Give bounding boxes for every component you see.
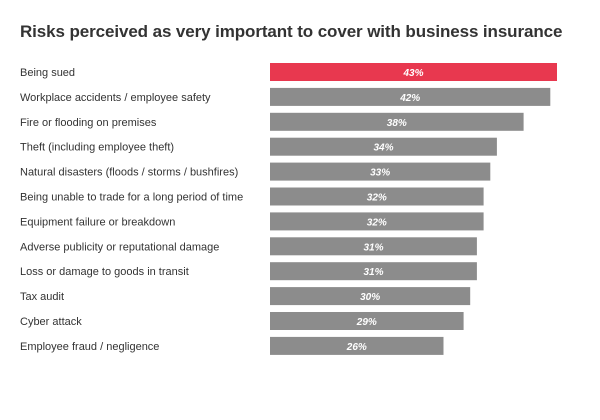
category-label: Loss or damage to goods in transit	[20, 266, 189, 278]
data-label: 31%	[363, 267, 383, 278]
data-label: 43%	[402, 68, 423, 79]
bar	[270, 237, 477, 256]
bar	[270, 162, 491, 181]
bar	[270, 187, 484, 206]
data-label: 29%	[356, 317, 377, 328]
category-label: Being unable to trade for a long period …	[20, 192, 243, 204]
data-label: 31%	[363, 242, 383, 253]
category-label: Adverse publicity or reputational damage	[20, 241, 219, 253]
bar	[270, 63, 557, 81]
category-label: Workplace accidents / employee safety	[20, 92, 211, 104]
category-label: Being sued	[20, 67, 75, 79]
data-label: 42%	[399, 93, 420, 104]
data-label: 34%	[373, 143, 393, 154]
bar	[270, 336, 444, 355]
data-label: 30%	[360, 292, 380, 303]
bar	[270, 287, 471, 306]
category-label: Employee fraud / negligence	[20, 341, 159, 353]
data-label: 38%	[387, 118, 407, 129]
bar	[270, 262, 477, 281]
data-label: 32%	[367, 193, 387, 204]
category-label: Theft (including employee theft)	[20, 142, 174, 154]
category-label: Equipment failure or breakdown	[20, 216, 175, 228]
category-label: Cyber attack	[20, 316, 82, 328]
category-label: Tax audit	[20, 291, 64, 303]
category-label: Fire or flooding on premises	[20, 117, 157, 129]
bar	[270, 112, 524, 131]
data-label: 33%	[370, 168, 390, 179]
bars-layer: Being sued 43% Workplace accidents / emplo…	[20, 63, 557, 355]
bar	[270, 312, 464, 330]
bar	[270, 87, 551, 106]
data-label: 32%	[367, 217, 387, 228]
chart-title: Risks perceived as very important to cov…	[20, 22, 563, 41]
bar	[270, 137, 497, 156]
category-label: Natural disasters (floods / storms / bus…	[20, 167, 238, 179]
bar	[270, 212, 484, 231]
data-label: 26%	[346, 342, 367, 353]
